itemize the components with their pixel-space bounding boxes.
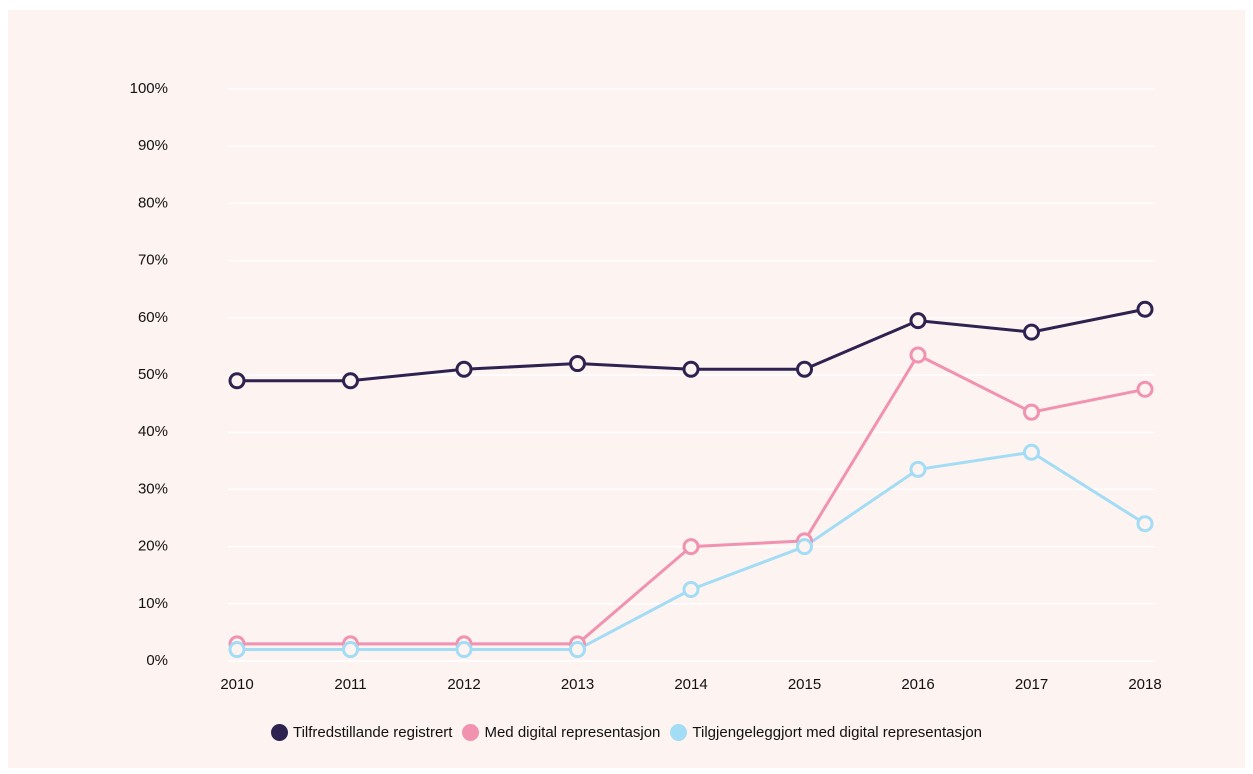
x-tick-label: 2011: [334, 676, 366, 693]
point: [455, 641, 473, 659]
y-tick-label: 0%: [146, 652, 168, 669]
y-tick-label: 90%: [138, 137, 168, 154]
y-tick-label: 50%: [138, 366, 168, 383]
x-tick-label: 2018: [1128, 676, 1161, 693]
chart-background: [8, 10, 1245, 768]
legend-swatch: [670, 724, 688, 741]
point: [909, 312, 927, 330]
x-tick-label: 2014: [674, 676, 707, 693]
point: [682, 581, 700, 598]
point: [455, 360, 473, 378]
legend-item: Tilfredstillande registrert: [270, 724, 453, 741]
legend: Tilfredstillande registrert Med digital r…: [0, 724, 1253, 741]
point: [1023, 323, 1040, 341]
point: [228, 372, 246, 390]
point: [1136, 515, 1154, 533]
point: [1136, 300, 1154, 318]
point: [1136, 380, 1154, 398]
x-tick-label: 2015: [788, 676, 821, 693]
point: [342, 641, 359, 659]
y-tick-label: 20%: [138, 538, 168, 555]
y-tick-label: 10%: [138, 595, 168, 612]
x-tick-label: 2012: [447, 676, 480, 693]
y-tick-label: 70%: [138, 252, 168, 269]
x-tick-label: 2016: [901, 676, 934, 693]
point: [1023, 403, 1040, 421]
y-tick-label: 40%: [138, 423, 168, 440]
legend-swatch: [270, 724, 288, 741]
y-tick-label: 60%: [138, 309, 168, 326]
legend-label: Tilgjengeleggjort med digital representa…: [692, 724, 983, 741]
legend-label: Med digital representasjon: [484, 724, 661, 741]
x-tick-label: 2017: [1015, 676, 1048, 693]
point: [342, 372, 359, 390]
legend-label: Tilfredstillande registrert: [292, 724, 453, 741]
y-tick-label: 80%: [138, 194, 168, 211]
point: [682, 360, 700, 378]
y-tick-label: 30%: [138, 480, 168, 497]
x-tick-label: 2013: [561, 676, 594, 693]
point: [569, 641, 586, 659]
point: [569, 355, 586, 373]
point: [909, 346, 927, 364]
point: [1023, 443, 1040, 461]
legend-item: Tilgjengeleggjort med digital representa…: [670, 724, 982, 741]
point: [682, 538, 700, 556]
point: [909, 460, 927, 478]
legend-item: Med digital representasjon: [462, 724, 660, 741]
y-tick-label: 100%: [130, 80, 168, 97]
legend-swatch: [462, 724, 480, 741]
x-tick-label: 2010: [220, 676, 253, 693]
point: [796, 538, 813, 556]
point: [796, 360, 813, 378]
series-line: [237, 353, 1146, 646]
point: [228, 641, 246, 659]
